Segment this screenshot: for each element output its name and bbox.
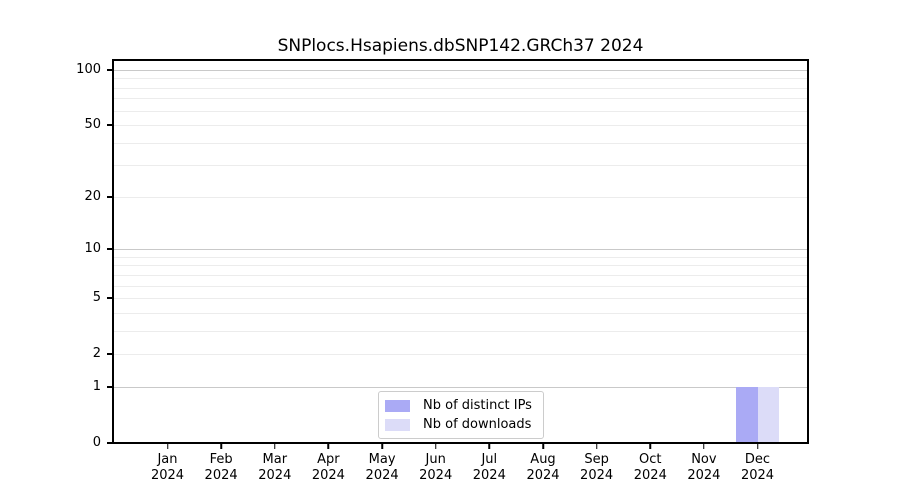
gridline-minor-90	[113, 78, 808, 80]
x-tick-label-aug-2024: Aug 2024	[526, 452, 560, 483]
y-tick-label-2: 2	[92, 346, 101, 362]
legend-swatch-1	[385, 418, 410, 431]
gridline-minor-80	[113, 87, 808, 89]
gridline-major-1	[113, 386, 808, 388]
gridline-minor-30	[113, 165, 808, 167]
legend-label-1: Nb of downloads	[423, 417, 532, 432]
y-tick-label-10: 10	[84, 241, 101, 257]
gridline-minor-2	[113, 354, 808, 356]
x-tick-feb-2024	[220, 444, 222, 449]
x-tick-oct-2024	[649, 444, 652, 449]
axis-spine-top	[112, 59, 809, 61]
y-tick-50	[107, 124, 113, 126]
y-tick-label-100: 100	[76, 61, 101, 77]
x-tick-apr-2024	[327, 444, 330, 449]
gridline-minor-70	[113, 98, 808, 100]
plot-area: 100 50 20 10 5 2 1 0 Jan 2024 Feb 2024 Mar 2024 Apr 20…	[76, 59, 809, 483]
gridline-minor-8	[113, 265, 808, 267]
gridline-major-10	[113, 249, 808, 251]
x-tick-label-dec-2024: Dec 2024	[740, 452, 775, 483]
gridline-minor-7	[113, 274, 808, 276]
y-tick-0	[107, 442, 113, 444]
gridline-minor-60	[113, 110, 808, 112]
gridline-minor-5	[113, 298, 808, 300]
y-tick-100	[107, 69, 113, 71]
y-tick-20	[107, 196, 113, 198]
gridline-minor-40	[113, 142, 808, 144]
legend-swatch-0	[385, 399, 410, 412]
x-tick-label-jul-2024: Jul 2024	[472, 452, 506, 483]
x-tick-jan-2024	[166, 444, 169, 449]
x-tick-nov-2024	[703, 444, 705, 449]
axis-spine-right	[807, 59, 809, 444]
x-tick-mar-2024	[274, 444, 276, 449]
bar-nb-of-downloads-dec-2024	[757, 386, 779, 443]
gridline-minor-20	[113, 196, 808, 198]
x-tick-label-jun-2024: Jun 2024	[419, 452, 453, 483]
x-tick-label-apr-2024: Apr 2024	[311, 452, 345, 483]
y-tick-2	[107, 353, 113, 355]
x-tick-sep-2024	[595, 444, 598, 449]
gridline-minor-9	[113, 256, 808, 258]
gridline-major-100	[113, 69, 808, 71]
x-tick-aug-2024	[542, 444, 544, 449]
gridline-minor-4	[113, 312, 808, 314]
y-tick-label-5: 5	[92, 290, 101, 306]
chart-title: SNPlocs.Hsapiens.dbSNP142.GRCh37 2024	[277, 36, 644, 56]
gridline-minor-6	[113, 285, 808, 287]
y-tick-label-1: 1	[92, 378, 101, 394]
legend: Nb of distinct IPs Nb of downloads	[378, 391, 544, 439]
y-tick-5	[107, 297, 113, 299]
legend-label-0: Nb of distinct IPs	[423, 398, 532, 413]
x-tick-label-nov-2024: Nov 2024	[687, 452, 721, 483]
y-tick-1	[107, 386, 113, 388]
x-tick-label-may-2024: May 2024	[365, 452, 399, 483]
y-tick-label-0: 0	[92, 435, 101, 450]
y-tick-label-20: 20	[84, 188, 101, 204]
legend-item-0: Nb of distinct IPs	[385, 396, 543, 415]
y-tick-label-50: 50	[84, 117, 101, 132]
axis-spine-left	[112, 59, 114, 444]
x-tick-label-feb-2024: Feb 2024	[204, 452, 238, 483]
x-tick-dec-2024	[756, 444, 759, 449]
bar-nb-of-distinct-ips-dec-2024	[736, 386, 758, 443]
axis-spine-bottom	[112, 442, 809, 444]
x-tick-label-sep-2024: Sep 2024	[580, 452, 614, 483]
x-tick-label-jan-2024: Jan 2024	[150, 452, 185, 483]
gridline-minor-3	[113, 330, 808, 332]
x-tick-jul-2024	[488, 444, 491, 449]
x-tick-label-mar-2024: Mar 2024	[258, 452, 292, 483]
x-tick-label-oct-2024: Oct 2024	[633, 452, 667, 483]
x-tick-jun-2024	[434, 444, 437, 449]
gridline-minor-50	[113, 125, 808, 126]
x-tick-may-2024	[381, 444, 383, 449]
y-tick-10	[107, 248, 113, 250]
legend-item-1: Nb of downloads	[385, 415, 543, 434]
